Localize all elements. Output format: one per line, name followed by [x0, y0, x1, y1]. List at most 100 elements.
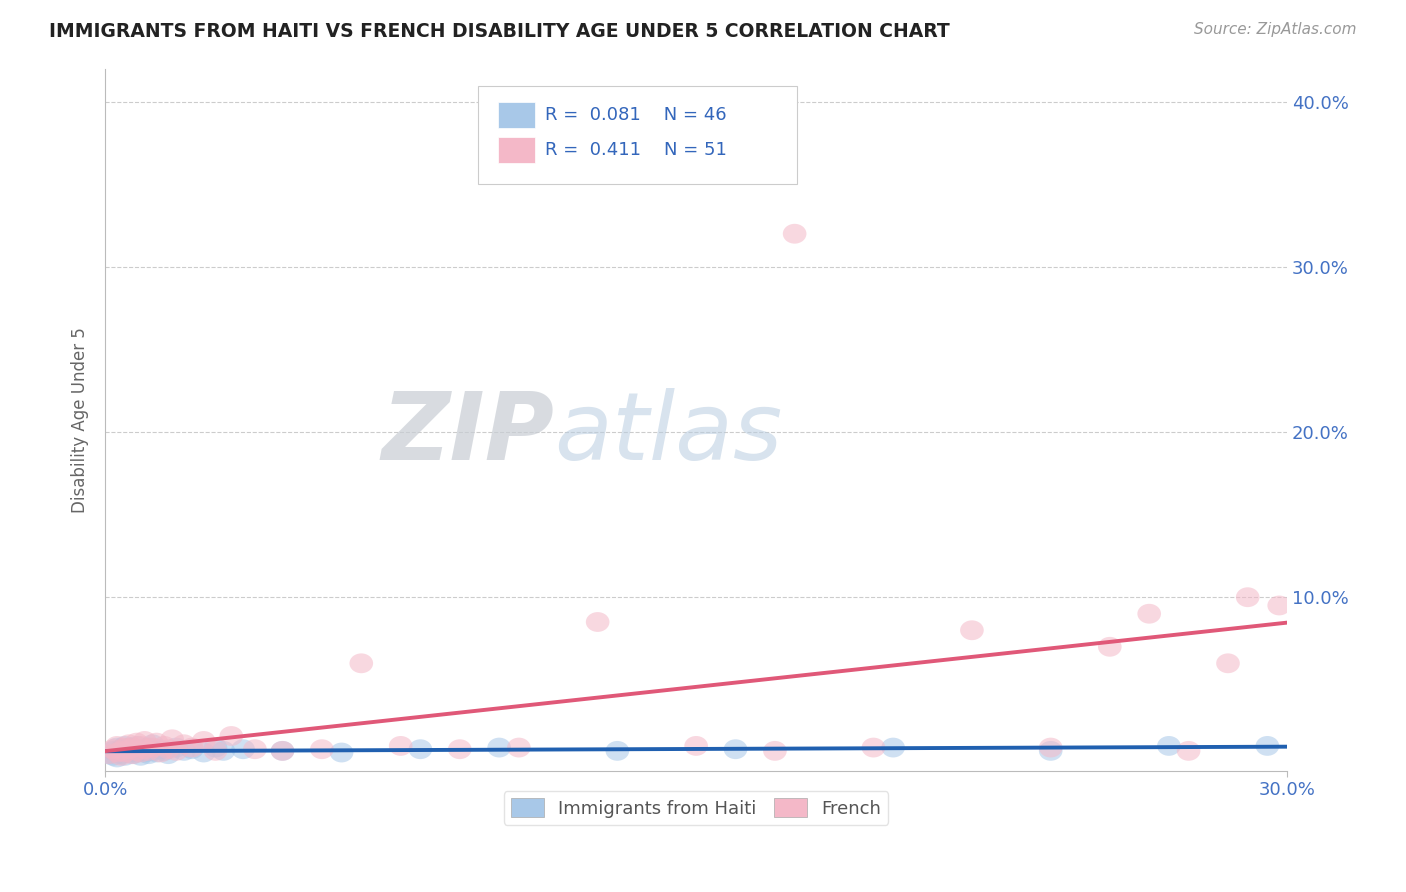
Ellipse shape: [112, 743, 136, 763]
FancyBboxPatch shape: [498, 102, 536, 128]
Ellipse shape: [586, 612, 609, 632]
Text: IMMIGRANTS FROM HAITI VS FRENCH DISABILITY AGE UNDER 5 CORRELATION CHART: IMMIGRANTS FROM HAITI VS FRENCH DISABILI…: [49, 22, 950, 41]
Ellipse shape: [97, 744, 121, 764]
Ellipse shape: [117, 739, 141, 759]
Ellipse shape: [165, 738, 188, 757]
Ellipse shape: [1236, 587, 1260, 607]
Ellipse shape: [160, 730, 184, 749]
Ellipse shape: [145, 732, 169, 753]
Ellipse shape: [180, 738, 204, 757]
Ellipse shape: [606, 741, 628, 761]
Ellipse shape: [763, 741, 787, 761]
Ellipse shape: [685, 736, 709, 756]
Ellipse shape: [110, 746, 132, 765]
Ellipse shape: [1137, 604, 1161, 624]
Ellipse shape: [231, 739, 254, 759]
Ellipse shape: [117, 743, 141, 763]
Ellipse shape: [724, 739, 748, 759]
Ellipse shape: [132, 739, 156, 759]
Ellipse shape: [101, 741, 125, 761]
Ellipse shape: [105, 747, 129, 767]
Ellipse shape: [1098, 637, 1122, 657]
Ellipse shape: [125, 743, 149, 763]
Ellipse shape: [110, 744, 132, 764]
Ellipse shape: [105, 743, 129, 763]
Ellipse shape: [125, 732, 149, 753]
Text: R =  0.411    N = 51: R = 0.411 N = 51: [546, 141, 727, 159]
Text: Source: ZipAtlas.com: Source: ZipAtlas.com: [1194, 22, 1357, 37]
Ellipse shape: [117, 734, 141, 754]
Ellipse shape: [271, 741, 294, 761]
FancyBboxPatch shape: [498, 136, 536, 163]
Ellipse shape: [350, 653, 373, 673]
Ellipse shape: [112, 738, 136, 757]
Y-axis label: Disability Age Under 5: Disability Age Under 5: [72, 326, 89, 513]
Ellipse shape: [136, 738, 160, 757]
Ellipse shape: [117, 738, 141, 757]
Ellipse shape: [271, 741, 294, 761]
Text: ZIP: ZIP: [381, 388, 554, 480]
Ellipse shape: [121, 744, 145, 764]
Legend: Immigrants from Haiti, French: Immigrants from Haiti, French: [503, 791, 889, 825]
Ellipse shape: [105, 736, 129, 756]
Ellipse shape: [110, 739, 132, 759]
Ellipse shape: [449, 739, 471, 759]
Ellipse shape: [97, 744, 121, 764]
Ellipse shape: [152, 741, 176, 761]
Ellipse shape: [1256, 736, 1279, 756]
Ellipse shape: [191, 731, 215, 751]
Ellipse shape: [862, 738, 886, 757]
Ellipse shape: [129, 736, 152, 756]
Ellipse shape: [101, 746, 125, 765]
Ellipse shape: [1039, 738, 1063, 757]
Ellipse shape: [105, 743, 129, 763]
Ellipse shape: [243, 739, 267, 759]
Ellipse shape: [141, 741, 165, 761]
Ellipse shape: [1157, 736, 1181, 756]
Ellipse shape: [172, 734, 195, 754]
Ellipse shape: [112, 741, 136, 761]
Ellipse shape: [1267, 596, 1291, 615]
Text: R =  0.081    N = 46: R = 0.081 N = 46: [546, 106, 727, 124]
Ellipse shape: [125, 736, 149, 756]
Ellipse shape: [110, 741, 132, 761]
Ellipse shape: [105, 738, 129, 757]
Ellipse shape: [152, 736, 176, 756]
Ellipse shape: [783, 224, 807, 244]
Ellipse shape: [132, 731, 156, 751]
Ellipse shape: [112, 736, 136, 756]
Ellipse shape: [121, 744, 145, 764]
Ellipse shape: [141, 738, 165, 757]
Ellipse shape: [508, 738, 530, 757]
Ellipse shape: [132, 743, 156, 763]
Ellipse shape: [101, 739, 125, 759]
Ellipse shape: [132, 739, 156, 759]
Ellipse shape: [129, 743, 152, 763]
Ellipse shape: [204, 741, 228, 761]
Ellipse shape: [960, 620, 984, 640]
Ellipse shape: [311, 739, 333, 759]
Text: atlas: atlas: [554, 388, 783, 479]
Ellipse shape: [156, 739, 180, 759]
Ellipse shape: [330, 743, 353, 763]
Ellipse shape: [141, 734, 165, 754]
Ellipse shape: [1039, 741, 1063, 761]
Ellipse shape: [145, 743, 169, 763]
FancyBboxPatch shape: [478, 86, 797, 185]
Ellipse shape: [156, 744, 180, 764]
Ellipse shape: [121, 739, 145, 759]
Ellipse shape: [136, 744, 160, 764]
Ellipse shape: [180, 739, 204, 759]
Ellipse shape: [488, 738, 510, 757]
Ellipse shape: [409, 739, 432, 759]
Ellipse shape: [149, 743, 172, 763]
Ellipse shape: [389, 736, 412, 756]
Ellipse shape: [172, 741, 195, 761]
Ellipse shape: [121, 738, 145, 757]
Ellipse shape: [211, 741, 235, 761]
Ellipse shape: [112, 746, 136, 765]
Ellipse shape: [165, 741, 188, 761]
Ellipse shape: [1177, 741, 1201, 761]
Ellipse shape: [1216, 653, 1240, 673]
Ellipse shape: [129, 741, 152, 761]
